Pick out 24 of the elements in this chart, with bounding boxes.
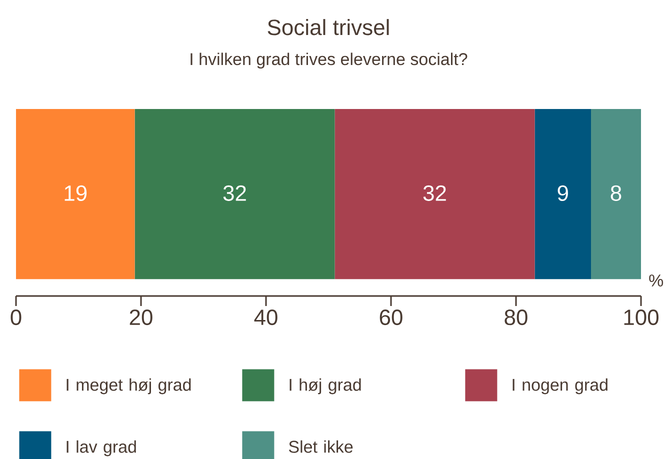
legend-label: I nogen grad <box>512 378 608 394</box>
bar <box>334 109 535 280</box>
data-label: 9 <box>558 185 568 201</box>
bar <box>534 109 592 280</box>
legend-label: I høj grad <box>290 378 361 394</box>
x-tick-label: 40 <box>254 310 278 326</box>
chart-subtitle: I hvilken grad trives eleverne socialt? <box>190 52 468 69</box>
data-label: 19 <box>64 185 87 201</box>
data-label: 32 <box>423 185 446 201</box>
data-label: 8 <box>610 185 622 201</box>
x-tick-label: 60 <box>380 310 402 326</box>
bar <box>134 109 335 280</box>
legend-label: I meget høj grad <box>66 378 191 394</box>
x-tick-label: 0 <box>10 310 22 326</box>
x-tick-label: 100 <box>624 310 658 326</box>
x-tick-label: 80 <box>504 310 528 326</box>
x-axis-title: % <box>649 274 664 286</box>
legend-label: I lav grad <box>66 440 136 456</box>
legend-label: Slet ikke <box>288 440 353 453</box>
data-label: 32 <box>223 185 246 201</box>
chart-title: Social trivsel <box>268 19 389 36</box>
bar <box>591 109 642 280</box>
x-tick-label: 20 <box>130 310 152 326</box>
bar <box>16 109 135 280</box>
